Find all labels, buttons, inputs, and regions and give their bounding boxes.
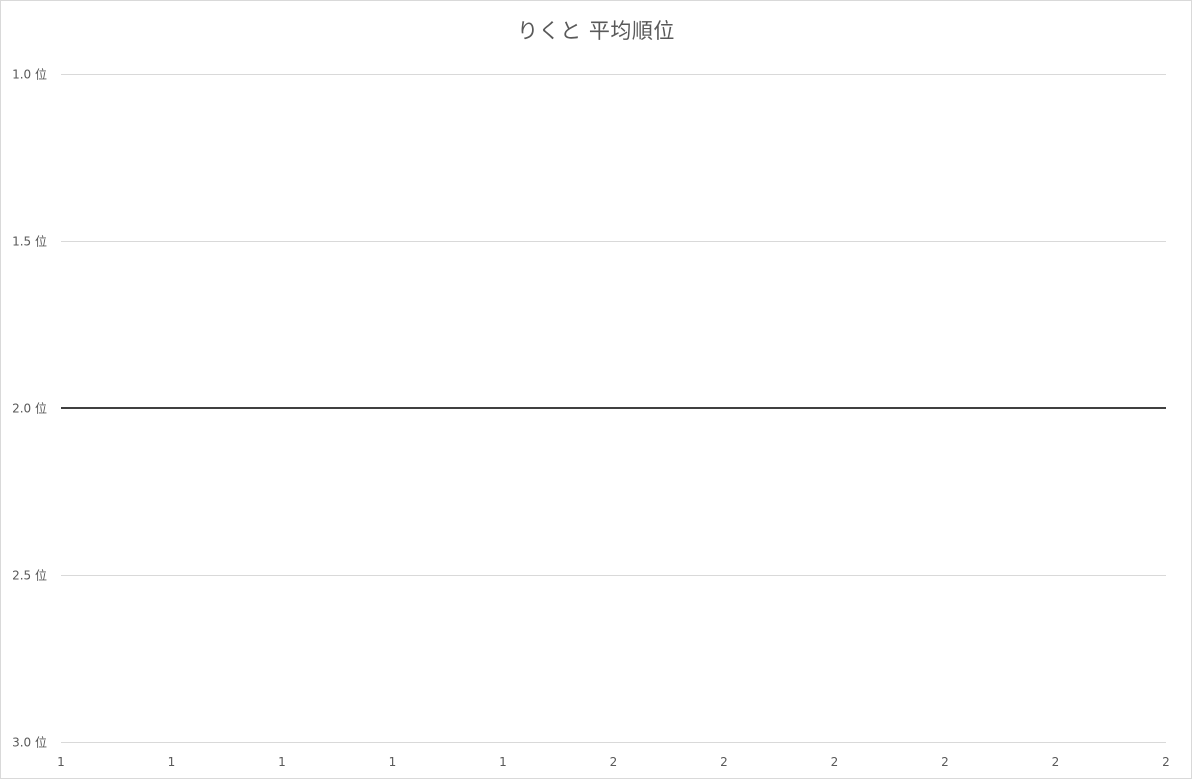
x-tick-label: 1 [499, 755, 507, 769]
x-tick-label: 2 [720, 755, 728, 769]
x-tick-label: 2 [1052, 755, 1060, 769]
x-tick-label: 1 [389, 755, 397, 769]
x-tick-label: 1 [168, 755, 176, 769]
x-tick-label: 1 [57, 755, 65, 769]
x-axis-tick-labels: 1 1 1 1 1 2 2 2 2 2 2 [57, 755, 1170, 769]
y-tick-label: 2.5 位 [12, 568, 47, 583]
chart-title: りくと 平均順位 [517, 19, 675, 43]
x-tick-label: 2 [941, 755, 949, 769]
y-tick-label: 1.5 位 [12, 234, 47, 249]
x-tick-label: 2 [831, 755, 839, 769]
x-tick-label: 2 [610, 755, 618, 769]
x-tick-label: 1 [278, 755, 286, 769]
y-axis-tick-labels: 1.0 位 1.5 位 2.0 位 2.5 位 3.0 位 [12, 67, 47, 750]
y-tick-label: 3.0 位 [12, 735, 47, 750]
y-tick-label: 1.0 位 [12, 67, 47, 82]
y-tick-label: 2.0 位 [12, 401, 47, 416]
x-tick-label: 2 [1162, 755, 1170, 769]
